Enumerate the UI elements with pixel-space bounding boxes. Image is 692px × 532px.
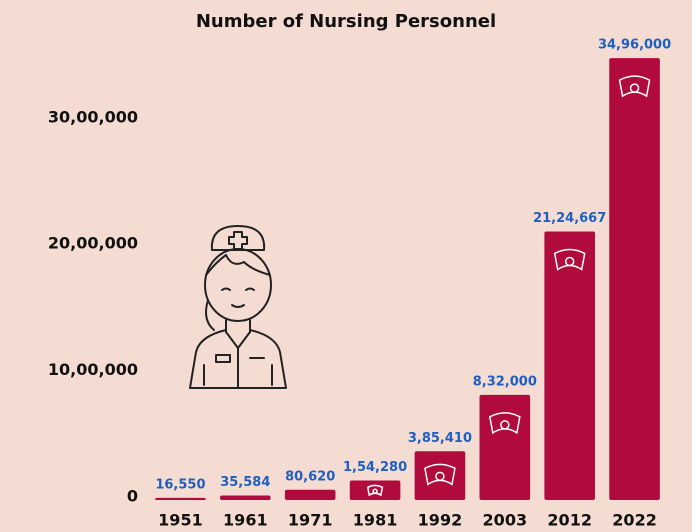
y-tick-label: 20,00,000 xyxy=(48,234,138,253)
x-tick-label: 1981 xyxy=(353,511,398,530)
chart-title: Number of Nursing Personnel xyxy=(196,11,496,32)
value-label: 1,54,280 xyxy=(343,460,407,475)
value-label: 3,85,410 xyxy=(408,431,472,446)
x-tick-label: 2003 xyxy=(483,511,528,530)
x-tick-label: 1971 xyxy=(288,511,333,530)
bar xyxy=(155,498,206,500)
bar xyxy=(544,231,595,500)
bar xyxy=(480,395,531,500)
x-tick-label: 2012 xyxy=(547,511,592,530)
value-label: 16,550 xyxy=(155,477,205,492)
y-tick-label: 0 xyxy=(127,487,138,506)
value-label: 21,24,667 xyxy=(533,211,606,226)
x-tick-label: 1951 xyxy=(158,511,203,530)
bar xyxy=(285,490,336,500)
x-tick-label: 2022 xyxy=(612,511,657,530)
bar xyxy=(415,451,466,500)
bar xyxy=(220,496,271,500)
value-label: 80,620 xyxy=(285,469,335,484)
value-label: 34,96,000 xyxy=(598,38,671,53)
chart: Number of Nursing Personnel 0 10,00,000 20… xyxy=(0,0,692,532)
bar xyxy=(350,481,401,500)
x-tick-label: 1961 xyxy=(223,511,268,530)
y-tick-label: 10,00,000 xyxy=(48,360,138,379)
y-tick-label: 30,00,000 xyxy=(48,107,138,126)
value-label: 35,584 xyxy=(220,475,270,490)
value-label: 8,32,000 xyxy=(473,374,537,389)
x-tick-label: 1992 xyxy=(418,511,463,530)
bar xyxy=(609,58,660,500)
